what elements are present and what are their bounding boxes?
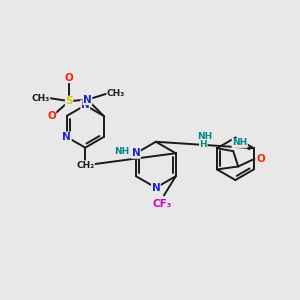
Text: CH₃: CH₃ xyxy=(107,89,125,98)
Text: H: H xyxy=(200,140,207,149)
Text: N: N xyxy=(81,100,90,110)
Text: N: N xyxy=(62,132,71,142)
Text: O: O xyxy=(256,154,265,164)
Text: N: N xyxy=(83,94,92,105)
Text: NH: NH xyxy=(232,138,247,147)
Text: N: N xyxy=(132,148,140,158)
Text: NH: NH xyxy=(114,147,129,156)
Text: CH₂: CH₂ xyxy=(76,161,94,170)
Text: O: O xyxy=(47,111,56,121)
Text: S: S xyxy=(65,96,73,106)
Text: CF₃: CF₃ xyxy=(153,199,172,208)
Text: CH₃: CH₃ xyxy=(32,94,50,103)
Text: N: N xyxy=(152,183,160,193)
Text: O: O xyxy=(65,73,74,82)
Text: NH: NH xyxy=(197,132,212,141)
